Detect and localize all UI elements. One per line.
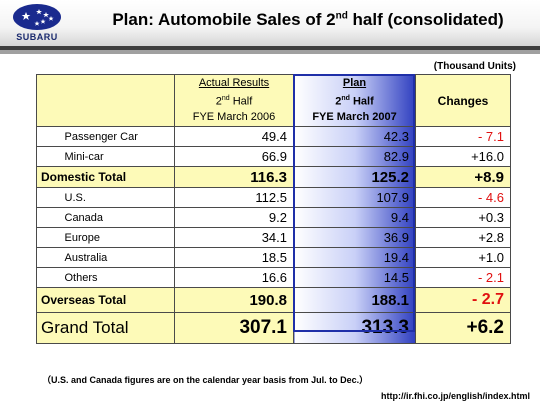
row-label: Europe	[56, 227, 175, 248]
table-row: Passenger Car 49.4 42.3 - 7.1	[36, 126, 511, 147]
overseas-total-row: Overseas Total 190.8 188.1 - 2.7	[36, 287, 511, 313]
plan-value: 19.4	[293, 247, 416, 268]
actual-value: 18.5	[174, 247, 294, 268]
actual-value: 116.3	[174, 166, 294, 188]
change-value: - 2.1	[415, 267, 511, 288]
plan-value: 313.3	[293, 312, 416, 344]
change-value: - 2.7	[415, 287, 511, 313]
row-label: U.S.	[56, 187, 175, 208]
table-row: Australia 18.5 19.4 +1.0	[36, 247, 511, 268]
change-value: - 7.1	[415, 126, 511, 147]
footnote: （U.S. and Canada figures are on the cale…	[42, 375, 369, 385]
brand-wordmark: SUBARU	[16, 32, 58, 42]
table-row: U.S. 112.5 107.9 - 4.6	[36, 187, 511, 208]
actual-value: 49.4	[174, 126, 294, 147]
units-label: (Thousand Units)	[433, 61, 516, 72]
plan-value: 188.1	[293, 287, 416, 313]
subaru-logo: SUBARU	[6, 3, 68, 43]
actual-value: 16.6	[174, 267, 294, 288]
plan-value: 42.3	[293, 126, 416, 147]
sales-table: Actual Results 2nd Half FYE March 2006 P…	[36, 74, 511, 344]
actual-value: 190.8	[174, 287, 294, 313]
change-value: +8.9	[415, 166, 511, 188]
table-row: Canada 9.2 9.4 +0.3	[36, 207, 511, 228]
header-changes: Changes	[415, 74, 511, 127]
change-value: +0.3	[415, 207, 511, 228]
slide-header: SUBARU Plan: Automobile Sales of 2nd hal…	[0, 0, 540, 46]
plan-value: 36.9	[293, 227, 416, 248]
change-value: +1.0	[415, 247, 511, 268]
row-label: Others	[56, 267, 175, 288]
actual-value: 66.9	[174, 146, 294, 167]
grand-total-row: Grand Total 307.1 313.3 +6.2	[36, 312, 511, 344]
change-value: +2.8	[415, 227, 511, 248]
row-label: Canada	[56, 207, 175, 228]
header-plan: Plan 2nd Half FYE March 2007	[293, 74, 416, 127]
plan-value: 125.2	[293, 166, 416, 188]
actual-value: 34.1	[174, 227, 294, 248]
change-value: - 4.6	[415, 187, 511, 208]
plan-value: 14.5	[293, 267, 416, 288]
table-row: Europe 34.1 36.9 +2.8	[36, 227, 511, 248]
source-url: http://ir.fhi.co.jp/english/index.html	[380, 391, 530, 401]
table-header-row: Actual Results 2nd Half FYE March 2006 P…	[36, 74, 511, 127]
plan-value: 82.9	[293, 146, 416, 167]
page-title: Plan: Automobile Sales of 2nd half (cons…	[112, 10, 504, 29]
domestic-total-row: Domestic Total 116.3 125.2 +8.9	[36, 166, 511, 188]
row-label: Grand Total	[36, 312, 175, 344]
row-label: Passenger Car	[56, 126, 175, 147]
header-actual-results: Actual Results 2nd Half FYE March 2006	[174, 74, 294, 127]
row-label: Overseas Total	[36, 287, 175, 313]
change-value: +16.0	[415, 146, 511, 167]
table-row: Others 16.6 14.5 - 2.1	[36, 267, 511, 288]
change-value: +6.2	[415, 312, 511, 344]
plan-value: 9.4	[293, 207, 416, 228]
table-row: Mini-car 66.9 82.9 +16.0	[36, 146, 511, 167]
header-divider-shadow	[0, 50, 540, 54]
actual-value: 307.1	[174, 312, 294, 344]
actual-value: 112.5	[174, 187, 294, 208]
header-divider	[0, 46, 540, 50]
subaru-stars-icon	[13, 4, 61, 30]
row-label: Mini-car	[56, 146, 175, 167]
plan-value: 107.9	[293, 187, 416, 208]
header-blank	[36, 74, 175, 127]
row-label: Domestic Total	[36, 166, 175, 188]
row-label: Australia	[56, 247, 175, 268]
actual-value: 9.2	[174, 207, 294, 228]
